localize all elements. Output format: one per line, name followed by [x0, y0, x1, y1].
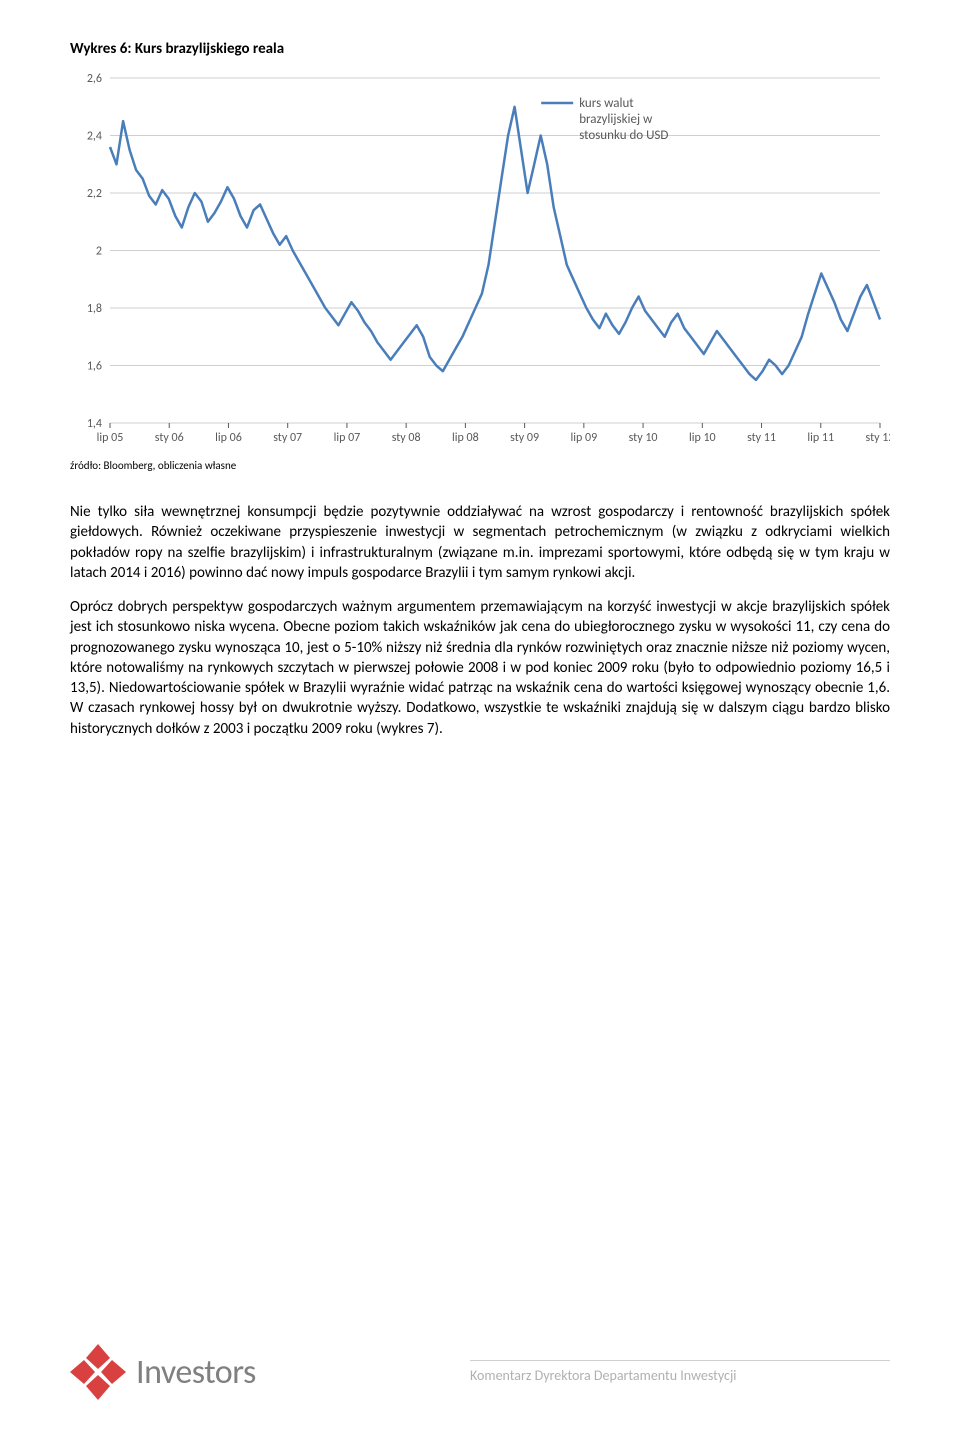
svg-text:2,2: 2,2	[87, 187, 102, 201]
logo: Investors	[70, 1344, 256, 1400]
svg-text:2: 2	[96, 245, 102, 259]
svg-text:lip 10: lip 10	[689, 431, 716, 445]
logo-text: Investors	[136, 1352, 256, 1393]
svg-text:sty 11: sty 11	[747, 431, 776, 445]
svg-text:1,8: 1,8	[87, 302, 102, 316]
paragraph-2: Oprócz dobrych perspektyw gospodarczych …	[70, 597, 890, 739]
svg-text:1,4: 1,4	[87, 417, 102, 431]
svg-text:sty 10: sty 10	[629, 431, 658, 445]
chart-source: źródło: Bloomberg, obliczenia własne	[70, 459, 890, 472]
body-text: Nie tylko siła wewnętrznej konsumpcji bę…	[70, 502, 890, 739]
svg-text:stosunku do USD: stosunku do USD	[579, 128, 668, 143]
footer: Investors Komentarz Dyrektora Departamen…	[70, 1344, 890, 1400]
svg-text:sty 09: sty 09	[510, 431, 539, 445]
svg-text:sty 07: sty 07	[273, 431, 302, 445]
svg-text:kurs walut: kurs walut	[579, 96, 634, 111]
line-chart: 2,6 2,4 2,2 2 1,8 1,6 1,4lip 05 sty 06 lip 06 sty…	[70, 68, 890, 453]
svg-text:lip 05: lip 05	[97, 431, 124, 445]
svg-text:2,4: 2,4	[87, 130, 102, 144]
svg-text:1,6: 1,6	[87, 360, 102, 374]
logo-icon	[70, 1344, 126, 1400]
svg-text:2,6: 2,6	[87, 72, 102, 86]
chart-title: Wykres 6: Kurs brazylijskiego reala	[70, 40, 890, 58]
chart-svg: 2,6 2,4 2,2 2 1,8 1,6 1,4lip 05 sty 06 lip 06 sty…	[70, 68, 890, 453]
svg-text:sty 08: sty 08	[392, 431, 421, 445]
svg-text:lip 08: lip 08	[452, 431, 479, 445]
svg-text:lip 11: lip 11	[807, 431, 834, 445]
svg-text:lip 07: lip 07	[334, 431, 361, 445]
svg-text:brazylijskiej w: brazylijskiej w	[579, 112, 653, 127]
svg-text:lip 09: lip 09	[570, 431, 597, 445]
svg-text:sty 12: sty 12	[866, 431, 890, 445]
svg-text:lip 06: lip 06	[215, 431, 242, 445]
paragraph-1: Nie tylko siła wewnętrznej konsumpcji bę…	[70, 502, 890, 583]
svg-text:sty 06: sty 06	[155, 431, 184, 445]
footer-caption: Komentarz Dyrektora Departamentu Inwesty…	[470, 1360, 890, 1384]
document-page: Wykres 6: Kurs brazylijskiego reala 2,62…	[0, 0, 960, 1440]
